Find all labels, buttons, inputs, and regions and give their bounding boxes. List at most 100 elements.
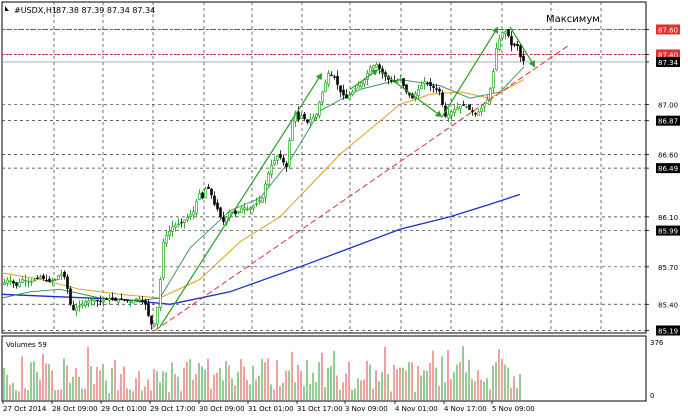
candle-body bbox=[111, 297, 114, 300]
candle-body bbox=[192, 211, 195, 216]
candle-body bbox=[348, 94, 351, 100]
time-label: 29 Oct 01:00 bbox=[101, 405, 147, 413]
candle-body bbox=[75, 307, 78, 312]
time-label: 27 Oct 2014 bbox=[3, 405, 47, 413]
candle-body bbox=[243, 207, 246, 210]
candle-body bbox=[435, 88, 438, 90]
price-label: 86.60 bbox=[658, 151, 678, 159]
candle-body bbox=[99, 300, 102, 303]
candle-body bbox=[456, 107, 459, 111]
candle-body bbox=[249, 207, 252, 210]
candle-body bbox=[300, 115, 303, 119]
candle-body bbox=[27, 280, 30, 283]
candle-body bbox=[378, 64, 381, 70]
candle-body bbox=[333, 76, 336, 78]
price-label-box bbox=[656, 163, 680, 174]
price-label: 86.49 bbox=[658, 165, 678, 173]
candle-body bbox=[177, 223, 180, 226]
candle-body bbox=[495, 47, 498, 71]
price-label-box bbox=[656, 56, 680, 67]
candle-body bbox=[423, 81, 426, 85]
time-label: 5 Nov 09:00 bbox=[492, 405, 535, 413]
candle-body bbox=[264, 183, 267, 198]
candle-body bbox=[60, 273, 63, 277]
candle-body bbox=[189, 214, 192, 217]
wave-arrow-line bbox=[441, 26, 499, 118]
candle-body bbox=[18, 282, 21, 287]
price-label: 85.99 bbox=[658, 228, 678, 236]
candle-body bbox=[162, 241, 165, 279]
price-label: 85.40 bbox=[658, 301, 678, 309]
candle-body bbox=[336, 76, 339, 85]
wave-arrow-head bbox=[315, 73, 322, 81]
candle-body bbox=[93, 299, 96, 302]
candle-body bbox=[522, 55, 525, 62]
candle-body bbox=[513, 43, 516, 46]
candle-body bbox=[180, 221, 183, 224]
time-label: 4 Nov 01:00 bbox=[395, 405, 438, 413]
candle-body bbox=[168, 230, 171, 236]
candle-body bbox=[174, 225, 177, 228]
candle-body bbox=[360, 82, 363, 87]
price-levels bbox=[2, 28, 646, 63]
candle-body bbox=[195, 200, 198, 214]
candle-body bbox=[330, 74, 333, 77]
candle-body bbox=[123, 299, 126, 301]
candle-body bbox=[276, 155, 279, 161]
wave-arrow-line bbox=[377, 68, 443, 118]
trendlines bbox=[154, 44, 571, 331]
candle-body bbox=[102, 300, 105, 303]
candle-body bbox=[396, 80, 399, 83]
volume-max-label: 376 bbox=[650, 339, 664, 347]
candle-body bbox=[420, 85, 423, 89]
ma-mid-line bbox=[1, 78, 525, 299]
collapse-triangle-icon[interactable] bbox=[5, 6, 9, 11]
candle-body bbox=[126, 299, 129, 302]
candle-body bbox=[273, 160, 276, 165]
support-trendline bbox=[154, 44, 571, 331]
price-label-box bbox=[656, 325, 680, 336]
candle-body bbox=[486, 99, 489, 104]
candle-body bbox=[375, 64, 378, 68]
maximum-annotation: Максимум bbox=[546, 14, 600, 25]
price-label: 87.34 bbox=[658, 59, 679, 67]
candle-body bbox=[270, 165, 273, 175]
candle-body bbox=[453, 109, 456, 113]
candle-body bbox=[267, 172, 270, 186]
candle-body bbox=[504, 30, 507, 34]
candle-body bbox=[432, 85, 435, 88]
candle-body bbox=[372, 65, 375, 69]
candle-body bbox=[21, 278, 24, 283]
candle-body bbox=[519, 45, 522, 58]
candle-body bbox=[441, 92, 444, 105]
candle-body bbox=[114, 297, 117, 301]
candle-body bbox=[147, 303, 150, 316]
wave-arrow-head bbox=[435, 110, 442, 117]
candle-body bbox=[165, 235, 168, 244]
candle-body bbox=[234, 210, 237, 215]
candle-body bbox=[51, 280, 54, 282]
candle-body bbox=[171, 226, 174, 232]
candle-body bbox=[306, 119, 309, 123]
candle-body bbox=[402, 78, 405, 86]
ma-fast-line bbox=[1, 66, 525, 301]
time-label: 28 Oct 09:00 bbox=[52, 405, 98, 413]
candle-body bbox=[54, 278, 57, 281]
wave-arrow-line bbox=[159, 72, 323, 328]
time-label: 30 Oct 09:00 bbox=[199, 405, 245, 413]
candle-body bbox=[252, 205, 255, 209]
candle-body bbox=[450, 111, 453, 116]
time-label: 31 Oct 01:00 bbox=[248, 405, 294, 413]
price-label: 87.40 bbox=[658, 51, 678, 59]
candle-body bbox=[468, 104, 471, 110]
candle-body bbox=[465, 106, 468, 108]
candle-body bbox=[339, 85, 342, 93]
candle-body bbox=[492, 71, 495, 89]
candle-body bbox=[405, 84, 408, 93]
symbol-label: #USDX,H1 bbox=[14, 6, 57, 15]
candle-body bbox=[297, 111, 300, 120]
candle-body bbox=[240, 207, 243, 214]
candle-body bbox=[516, 44, 519, 47]
